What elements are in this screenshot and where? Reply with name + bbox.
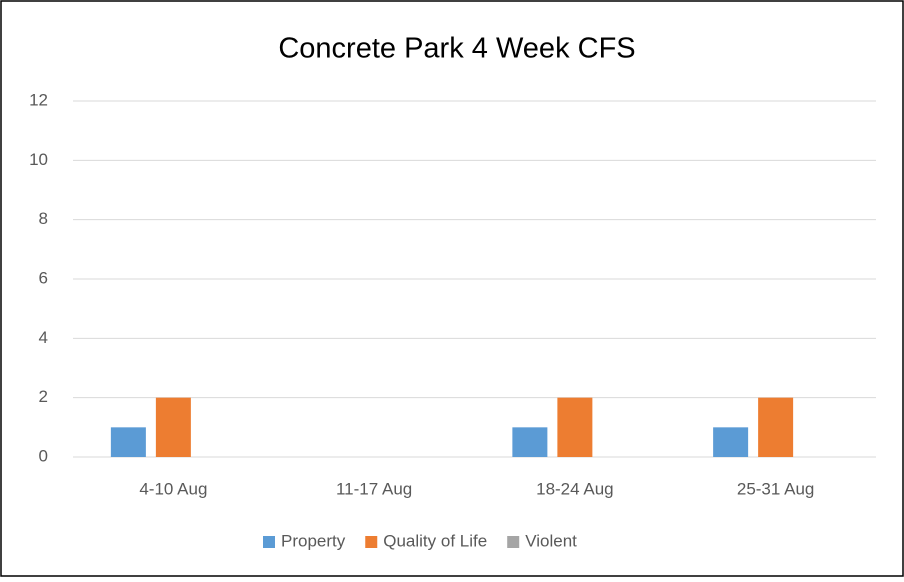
y-tick-label: 6: [39, 268, 48, 287]
y-tick-label: 8: [39, 209, 48, 228]
x-tick-label: 11-17 Aug: [336, 479, 412, 498]
legend-swatch: [507, 536, 520, 548]
y-tick-label: 4: [39, 328, 48, 347]
legend-swatch: [263, 536, 275, 548]
bar: [713, 427, 749, 457]
bar: [512, 427, 548, 457]
x-tick-label: 18-24 Aug: [536, 479, 614, 498]
bar: [110, 427, 146, 457]
bar: [758, 397, 794, 457]
x-tick-label: 25-31 Aug: [737, 479, 815, 498]
legend-label: Violent: [525, 531, 577, 550]
y-tick-label: 2: [39, 387, 48, 406]
legend-swatch: [365, 536, 378, 548]
y-tick-label: 10: [29, 150, 48, 169]
x-tick-label: 4-10 Aug: [139, 479, 207, 498]
bar: [155, 397, 191, 457]
y-tick-label: 12: [29, 90, 48, 109]
chart-title: Concrete Park 4 Week CFS: [278, 33, 635, 65]
legend-label: Property: [281, 531, 346, 550]
legend-label: Quality of Life: [383, 531, 487, 550]
y-tick-label: 0: [39, 446, 48, 465]
bar: [557, 397, 593, 457]
